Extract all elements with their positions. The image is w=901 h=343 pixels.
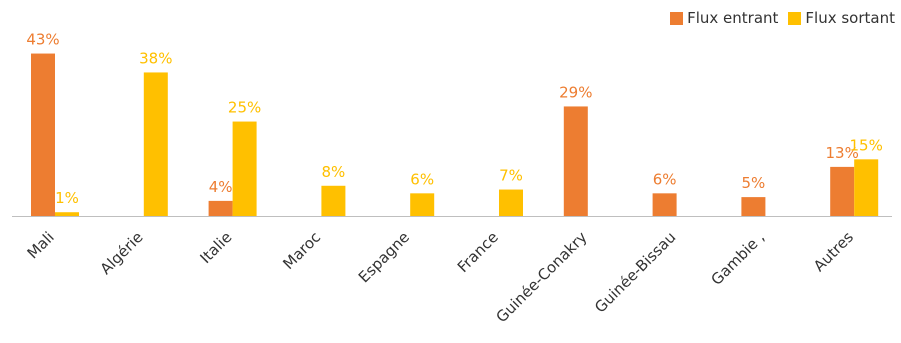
bar-flux-sortant-italie bbox=[232, 121, 257, 216]
data-label-flux-entrant-gambie: 5% bbox=[742, 174, 766, 192]
bar-flux-sortant-france bbox=[499, 189, 523, 216]
x-tick-label-mali: Mali bbox=[24, 228, 58, 262]
bar-flux-sortant-autres bbox=[854, 159, 879, 216]
legend-swatch-flux-sortant bbox=[788, 11, 802, 25]
legend-label-flux-entrant: Flux entrant bbox=[687, 9, 779, 27]
data-label-flux-entrant-mali: 43% bbox=[26, 31, 59, 49]
data-label-flux-sortant-italie: 25% bbox=[228, 99, 261, 117]
x-tick-label-autres: Autres bbox=[810, 228, 857, 275]
bar-flux-entrant-mali bbox=[31, 53, 55, 216]
x-tick-label-italie: Italie bbox=[196, 228, 235, 267]
data-label-flux-sortant-autres: 15% bbox=[850, 136, 883, 154]
bar-flux-sortant-maroc bbox=[321, 185, 346, 216]
data-label-flux-entrant-italie: 4% bbox=[209, 178, 233, 196]
data-label-flux-sortant-maroc: 8% bbox=[322, 163, 346, 181]
legend-item-flux-entrant: Flux entrant bbox=[670, 9, 778, 27]
legend-label-flux-sortant: Flux sortant bbox=[805, 9, 895, 27]
legend-swatch-flux-entrant bbox=[670, 11, 684, 25]
bar-flux-entrant-guinee-bissau bbox=[652, 193, 677, 216]
bar-flux-entrant-autres bbox=[830, 166, 855, 216]
bar-flux-sortant-espagne bbox=[410, 193, 435, 216]
bar-flux-sortant-algerie bbox=[143, 72, 168, 216]
data-label-flux-sortant-mali: 1% bbox=[55, 189, 79, 207]
data-label-flux-entrant-guinee-bissau: 6% bbox=[653, 170, 677, 188]
legend: Flux entrant Flux sortant bbox=[670, 9, 895, 27]
bar-flux-sortant-mali bbox=[55, 212, 79, 216]
data-label-flux-entrant-autres: 13% bbox=[826, 144, 859, 162]
data-label-flux-sortant-france: 7% bbox=[499, 167, 523, 185]
data-label-flux-sortant-algerie: 38% bbox=[139, 49, 172, 67]
bar-flux-entrant-gambie bbox=[741, 197, 766, 216]
data-label-flux-sortant-espagne: 6% bbox=[410, 170, 434, 188]
bar-flux-entrant-italie bbox=[208, 200, 233, 216]
legend-item-flux-sortant: Flux sortant bbox=[788, 9, 895, 27]
x-tick-label-maroc: Maroc bbox=[279, 228, 324, 273]
x-tick-label-france: France bbox=[454, 228, 502, 276]
data-label-flux-entrant-guinee-conakry: 29% bbox=[559, 83, 592, 101]
bars-group bbox=[31, 53, 879, 216]
x-tick-label-guinee-bissau: Guinée-Bissau bbox=[591, 228, 679, 316]
bar-flux-entrant-guinee-conakry bbox=[563, 106, 588, 216]
x-tick-labels-group: Mali Algérie Italie Maroc Espagne FranceGuiné… bbox=[24, 228, 858, 326]
data-labels-group: 43% 1% 38% 4% 25% 8% 6% 7% 29% 6% 5% 13%15% bbox=[26, 31, 883, 208]
x-tick-label-algerie: Algérie bbox=[97, 228, 147, 278]
x-tick-label-guinee-conakry: Guinée-Conakry bbox=[493, 228, 591, 326]
x-tick-label-espagne: Espagne bbox=[355, 228, 413, 286]
x-tick-label-gambie: Gambie , bbox=[707, 228, 768, 289]
